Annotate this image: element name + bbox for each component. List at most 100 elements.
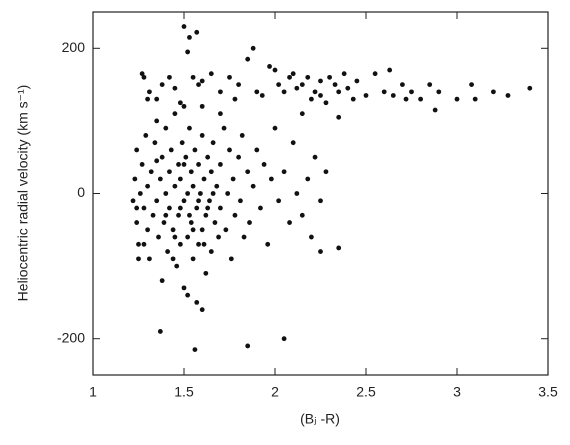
point [197, 191, 203, 196]
point [281, 169, 287, 175]
point [390, 93, 396, 98]
point [225, 191, 231, 196]
point [136, 256, 141, 262]
point [290, 140, 296, 146]
point [299, 212, 305, 218]
point [194, 29, 200, 35]
x-tick-label: 2 [271, 384, 279, 400]
point [221, 125, 227, 131]
plot-frame [92, 11, 549, 376]
point [236, 154, 242, 160]
point [232, 212, 238, 218]
point [299, 111, 305, 117]
point [187, 212, 192, 218]
point [181, 198, 187, 204]
point [190, 227, 196, 233]
point [281, 336, 287, 342]
point [188, 169, 194, 175]
point [172, 85, 178, 91]
point [187, 35, 192, 40]
point [228, 256, 234, 262]
point [436, 89, 442, 95]
point [232, 96, 238, 102]
y-tick-label: 0 [77, 184, 85, 200]
point [139, 71, 145, 77]
point [137, 191, 143, 196]
point [177, 205, 183, 211]
point [167, 205, 172, 211]
point [196, 162, 201, 167]
point [387, 67, 393, 73]
point [305, 74, 311, 80]
point [168, 147, 174, 153]
point [139, 162, 145, 167]
point [145, 96, 151, 102]
point [218, 162, 223, 167]
point [318, 93, 323, 98]
point [141, 241, 147, 247]
point [323, 100, 329, 106]
point [491, 89, 496, 95]
point [143, 133, 149, 138]
point [294, 191, 300, 196]
point [218, 111, 223, 117]
x-tick-label: 1.5 [174, 384, 194, 400]
point [163, 191, 169, 196]
point [294, 85, 300, 91]
point [227, 147, 232, 153]
y-tick-label: 200 [62, 39, 86, 55]
point [309, 96, 314, 102]
point [183, 154, 189, 160]
point [176, 212, 181, 218]
point [132, 176, 138, 182]
point [345, 85, 351, 91]
point [318, 198, 323, 204]
point [287, 74, 292, 80]
point [163, 212, 169, 218]
point [147, 256, 152, 262]
point [403, 96, 409, 102]
point [323, 169, 329, 175]
point [174, 263, 180, 269]
point [159, 82, 165, 87]
point [201, 176, 207, 182]
point [454, 96, 460, 102]
point [181, 24, 187, 29]
point [134, 220, 140, 225]
point [172, 183, 178, 189]
x-tick-label: 2.5 [356, 384, 376, 400]
point [190, 256, 196, 262]
point [147, 89, 152, 95]
x-tick-label: 3 [453, 384, 461, 400]
point [157, 176, 163, 182]
point [332, 82, 338, 87]
point [172, 234, 178, 240]
x-tick-label: 1 [89, 384, 97, 400]
point [527, 85, 533, 91]
point [472, 96, 478, 102]
point [134, 147, 140, 153]
point [208, 249, 214, 254]
point [341, 71, 347, 77]
point [199, 78, 205, 84]
point [177, 100, 183, 106]
point [258, 205, 263, 211]
y-axis-label: Heliocentric radial velocity (km s⁻¹) [15, 85, 31, 302]
point [152, 140, 158, 146]
point [177, 176, 183, 182]
point [145, 227, 151, 233]
point [148, 169, 154, 175]
point [167, 169, 172, 175]
point [210, 140, 216, 146]
point [290, 71, 296, 77]
point [185, 49, 191, 55]
point [218, 89, 223, 95]
point [156, 234, 161, 240]
point [409, 89, 414, 95]
point [418, 96, 423, 102]
point [141, 74, 147, 80]
point [185, 292, 191, 298]
point [190, 183, 196, 189]
point [177, 241, 183, 247]
point [287, 220, 292, 225]
